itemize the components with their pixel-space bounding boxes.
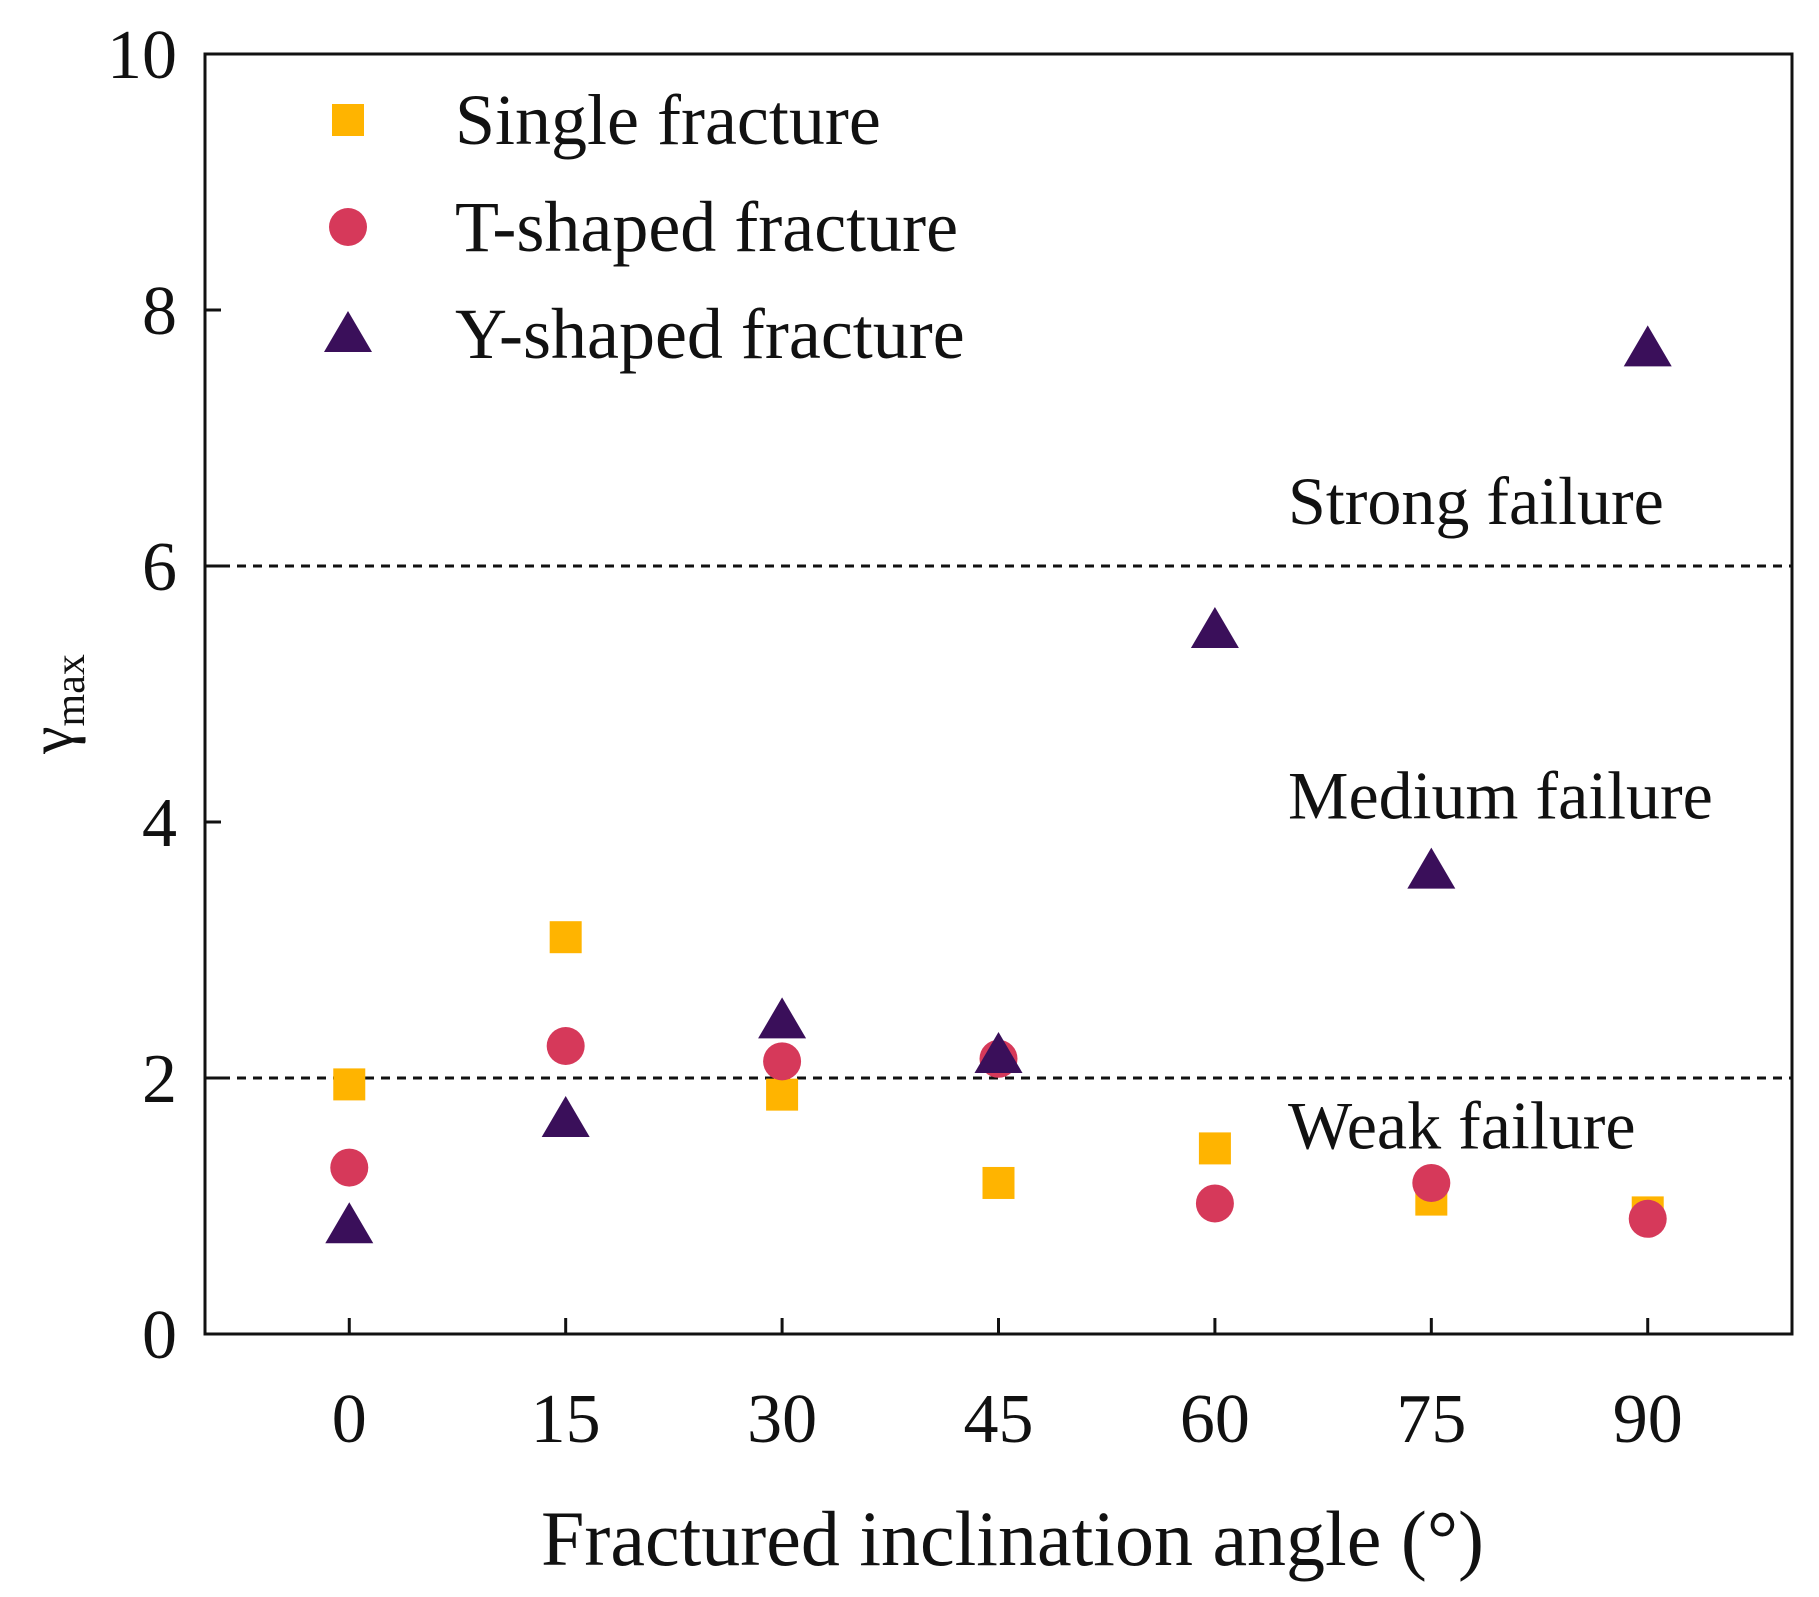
triangle-point: [325, 1202, 374, 1244]
triangle-point: [974, 1031, 1023, 1073]
square-point: [549, 921, 582, 954]
x-tick-label: 15: [531, 1381, 601, 1458]
triangle-point: [1407, 847, 1456, 889]
x-ticks: 0 15 30 45 60 75 90: [332, 1318, 1683, 1458]
circle-point: [330, 1148, 369, 1187]
x-tick-label: 0: [332, 1381, 367, 1458]
y-tick-label: 8: [142, 273, 177, 350]
triangle-point: [758, 997, 807, 1039]
y-axis-label-main: γ: [18, 726, 86, 754]
x-tick-label: 90: [1613, 1381, 1683, 1458]
circle-point: [763, 1042, 802, 1081]
legend-label: T-shaped fracture: [455, 187, 958, 267]
y-ticks: 0 2 4 6 8 10: [107, 17, 221, 1374]
x-axis-label: Fractured inclination angle (°): [541, 1495, 1484, 1582]
annotation-label: Medium failure: [1288, 757, 1713, 833]
data-points: [325, 325, 1672, 1244]
legend: Single fracture T-shaped fracture Y-shaped…: [324, 80, 965, 374]
y-tick-label: 10: [107, 17, 177, 94]
y-axis-label-subscript: max: [48, 654, 94, 726]
triangle-point: [1190, 607, 1239, 648]
square-point: [333, 1068, 366, 1101]
x-tick-label: 75: [1396, 1381, 1466, 1458]
x-tick-label: 30: [747, 1381, 817, 1458]
circle-point: [1412, 1163, 1451, 1202]
legend-circle-marker: [329, 208, 367, 246]
triangle-point: [1623, 325, 1672, 367]
x-tick-label: 45: [964, 1381, 1034, 1458]
reference-lines: [205, 564, 1792, 1080]
y-tick-label: 2: [142, 1041, 177, 1118]
square-point: [982, 1166, 1015, 1199]
legend-triangle-marker: [324, 311, 372, 352]
circle-point: [1628, 1199, 1667, 1238]
y-tick-label: 0: [142, 1297, 177, 1374]
triangle-point: [541, 1095, 590, 1137]
legend-label: Y-shaped fracture: [455, 294, 965, 374]
circle-point: [1195, 1184, 1234, 1223]
legend-square-marker: [332, 104, 364, 136]
annotation-label: Strong failure: [1288, 463, 1664, 539]
legend-label: Single fracture: [455, 80, 881, 160]
y-tick-label: 6: [142, 529, 177, 606]
plot-area-frame: [203, 52, 1794, 1336]
y-tick-label: 4: [142, 785, 177, 862]
y-axis-label: γmax: [18, 654, 94, 755]
annotation-label: Weak failure: [1288, 1088, 1636, 1164]
x-tick-label: 60: [1180, 1381, 1250, 1458]
circle-point: [546, 1027, 585, 1065]
square-point: [1198, 1132, 1231, 1165]
annotations: Strong failure Medium failure Weak failure: [1288, 463, 1713, 1164]
square-point: [766, 1078, 799, 1111]
